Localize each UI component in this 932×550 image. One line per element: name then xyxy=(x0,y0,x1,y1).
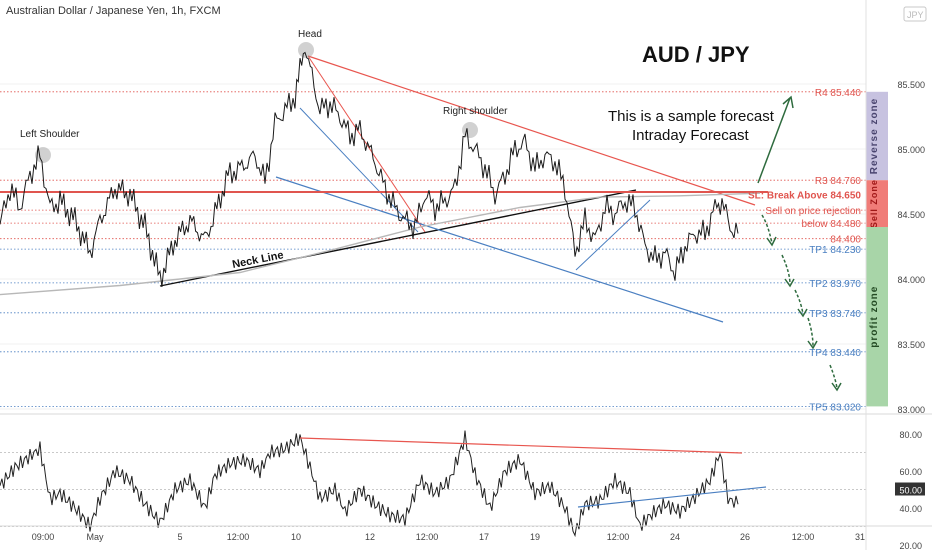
ma-line xyxy=(0,192,761,296)
zone-0 xyxy=(866,91,888,181)
rsi-tick-4: 20.00 xyxy=(899,541,922,550)
forecast-arrows xyxy=(757,95,842,392)
time-tick-9: 12:00 xyxy=(607,532,630,542)
rsi-axis[interactable]: 80.00 60.00 50.00 40.00 20.00 xyxy=(895,430,925,550)
zone-1 xyxy=(866,180,888,227)
level-label-6: TP1 84.230 xyxy=(809,245,861,256)
price-tick-3: 84.000 xyxy=(897,275,925,285)
price-tick-1: 85.000 xyxy=(897,145,925,155)
level-label-1: R3 84.760 xyxy=(815,176,862,187)
arrow-down-4 xyxy=(807,317,814,347)
level-label-3: Sell on price rejection xyxy=(765,206,861,217)
rsi-support xyxy=(577,486,767,508)
price-tick-0: 85.500 xyxy=(897,80,925,90)
level-label-5: 84.400 xyxy=(830,235,861,246)
main-grid xyxy=(0,83,866,410)
main-title: AUD / JPY xyxy=(642,42,750,67)
head-left-red xyxy=(307,55,426,233)
rsi-tick-3: 40.00 xyxy=(899,504,922,514)
level-label-2: SL: Break Above 84.650 xyxy=(748,191,861,202)
arrow-up xyxy=(757,97,791,184)
time-tick-10: 24 xyxy=(670,532,680,542)
price-line xyxy=(0,51,739,287)
level-label-4: below 84.480 xyxy=(802,219,862,230)
arrow-down-5-head xyxy=(831,382,842,392)
symbol-title: Australian Dollar / Japanese Yen, 1h, FX… xyxy=(6,5,221,17)
arrow-down-5 xyxy=(829,364,838,389)
level-label-7: TP2 83.970 xyxy=(809,279,861,290)
rsi-current-box xyxy=(895,482,925,496)
time-tick-1: May xyxy=(86,532,104,542)
price-tick-2: 84.500 xyxy=(897,210,925,220)
zone-label-1: Sell Zone xyxy=(869,179,879,228)
arrow-down-1-head xyxy=(766,236,777,247)
arrow-up-head xyxy=(782,95,794,109)
time-tick-3: 12:00 xyxy=(227,532,250,542)
time-axis[interactable]: 09:00 May 5 12:00 10 12 12:00 17 19 12:00 24 26 12:0… xyxy=(0,525,932,542)
watermark-box xyxy=(903,6,927,22)
arrow-down-3-head xyxy=(797,308,808,318)
level-label-0: R4 85.440 xyxy=(815,88,862,99)
rsi-line xyxy=(0,430,739,538)
time-tick-2: 5 xyxy=(177,532,182,542)
price-axis[interactable]: 85.500 85.000 84.500 84.000 83.500 83.000 xyxy=(897,80,925,415)
time-tick-5: 12 xyxy=(365,532,375,542)
time-tick-6: 12:00 xyxy=(416,532,439,542)
right-shoulder-marker xyxy=(462,122,478,138)
time-tick-13: 31 xyxy=(855,532,865,542)
head-left-blue xyxy=(299,107,419,233)
zones: Reverse zone Sell Zone profit zone xyxy=(866,91,888,407)
level-label-10: TP5 83.020 xyxy=(809,402,861,413)
level-label-9: TP4 83.440 xyxy=(809,348,861,359)
head-label: Head xyxy=(298,29,322,40)
moving-average xyxy=(0,192,761,296)
arrow-down-3 xyxy=(794,289,804,315)
watermark: JPY xyxy=(907,10,924,20)
neck-line xyxy=(159,189,637,287)
arrow-down-4-head xyxy=(807,340,818,350)
left-shoulder-label: Left Shoulder xyxy=(20,129,80,140)
rsi-tick-1: 60.00 xyxy=(899,467,922,477)
zone-label-0: Reverse zone xyxy=(869,98,880,174)
time-tick-4: 10 xyxy=(291,532,301,542)
forecast-line-2: Intraday Forecast xyxy=(632,127,750,144)
rsi-tick-2: 50.00 xyxy=(899,486,922,496)
time-tick-0: 09:00 xyxy=(32,532,55,542)
time-tick-11: 26 xyxy=(740,532,750,542)
level-label-8: TP3 83.740 xyxy=(809,309,861,320)
time-tick-8: 19 xyxy=(530,532,540,542)
head-marker xyxy=(298,42,314,58)
wedge-left xyxy=(575,199,651,271)
forecast-line-1: This is a sample forecast xyxy=(608,108,775,125)
drawings xyxy=(0,42,842,392)
arrow-down-2-head xyxy=(784,278,795,288)
upper-trendline xyxy=(307,55,756,206)
level-labels: R4 85.440 R3 84.760 SL: Break Above 84.650… xyxy=(748,88,861,414)
levels xyxy=(0,91,866,407)
right-shoulder-label: Right shoulder xyxy=(443,106,508,117)
price-tick-5: 83.000 xyxy=(897,405,925,415)
time-tick-7: 17 xyxy=(479,532,489,542)
time-tick-12: 12:00 xyxy=(792,532,815,542)
lower-channel xyxy=(275,176,724,323)
price-tick-4: 83.500 xyxy=(897,340,925,350)
rsi-panel xyxy=(0,430,866,538)
arrow-down-1 xyxy=(761,214,773,244)
zone-label-2: profit zone xyxy=(869,286,880,348)
zone-2 xyxy=(866,227,888,407)
price-series xyxy=(0,51,739,287)
rsi-tick-0: 80.00 xyxy=(899,430,922,440)
rsi-resistance xyxy=(299,437,743,454)
